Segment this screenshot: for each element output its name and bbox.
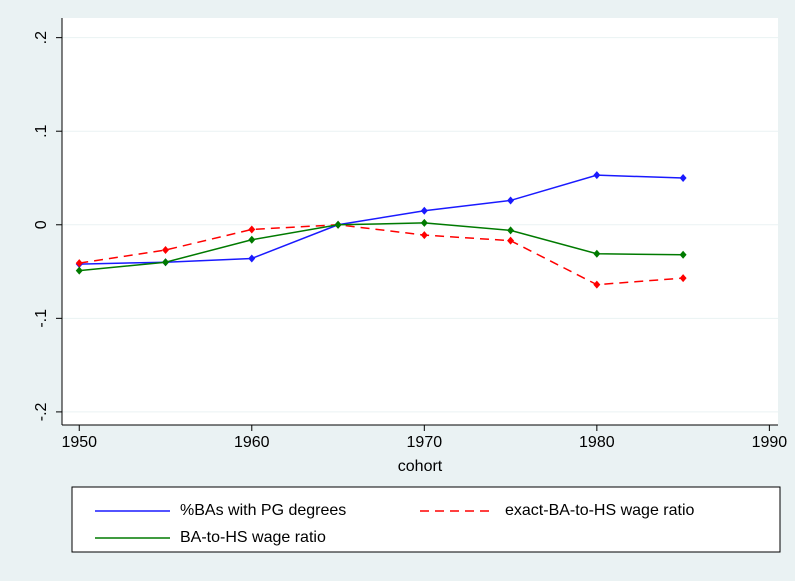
point-marker xyxy=(507,236,515,245)
y-tick-label: -.1 xyxy=(33,309,50,328)
legend-label: %BAs with PG degrees xyxy=(180,502,346,519)
point-marker xyxy=(679,173,687,182)
point-marker xyxy=(507,196,515,205)
point-marker xyxy=(420,231,428,240)
legend xyxy=(71,486,781,553)
x-axis-label: cohort xyxy=(398,458,443,475)
point-marker xyxy=(593,249,601,258)
series-line xyxy=(79,224,684,286)
x-tick-label: 1970 xyxy=(407,434,443,451)
point-marker xyxy=(420,206,428,215)
y-tick-label: .1 xyxy=(33,124,50,137)
point-marker xyxy=(248,254,256,263)
point-marker xyxy=(75,266,83,275)
y-tick-label: -.2 xyxy=(33,402,50,421)
x-tick-label: 1950 xyxy=(61,434,97,451)
point-marker xyxy=(593,171,601,180)
point-marker xyxy=(593,280,601,289)
point-marker xyxy=(679,250,687,259)
point-marker xyxy=(248,225,256,234)
y-tick-label: 0 xyxy=(33,220,50,229)
point-marker xyxy=(420,218,428,227)
x-tick-label: 1990 xyxy=(752,434,788,451)
y-tick-label: .2 xyxy=(33,31,50,44)
point-marker xyxy=(334,220,342,229)
x-tick-label: 1960 xyxy=(234,434,270,451)
point-marker xyxy=(248,235,256,244)
series-line xyxy=(79,174,684,265)
plot-area xyxy=(62,18,778,425)
point-marker xyxy=(507,226,515,235)
legend-label: BA-to-HS wage ratio xyxy=(180,529,326,546)
point-marker xyxy=(162,246,170,255)
legend-label: exact-BA-to-HS wage ratio xyxy=(505,502,695,519)
point-marker xyxy=(679,274,687,283)
point-marker xyxy=(75,259,83,268)
x-tick-label: 1980 xyxy=(579,434,615,451)
point-marker xyxy=(162,258,170,267)
series-line xyxy=(79,222,684,272)
